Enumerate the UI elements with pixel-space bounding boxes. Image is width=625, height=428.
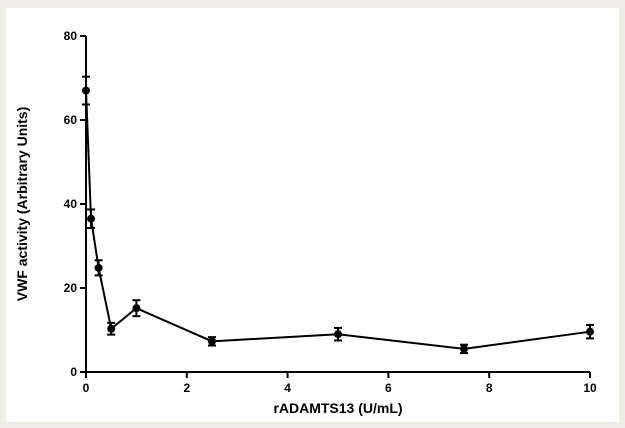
x-axis-title: rADAMTS13 (U/mL) bbox=[273, 400, 402, 416]
data-point bbox=[94, 263, 103, 272]
data-point bbox=[334, 330, 342, 339]
data-point bbox=[132, 304, 141, 313]
x-tick-label: 8 bbox=[486, 381, 493, 395]
data-point bbox=[107, 324, 116, 333]
data-point bbox=[460, 344, 468, 353]
y-tick-label: 40 bbox=[64, 197, 78, 211]
data-point bbox=[82, 86, 90, 95]
y-tick-label: 20 bbox=[64, 281, 78, 295]
axes: 0 20 40 60 80 0 2 4 6 8 10 bbox=[64, 29, 597, 395]
x-tick-label: 10 bbox=[583, 381, 597, 395]
data-point bbox=[87, 214, 96, 223]
figure-panel bbox=[6, 8, 619, 422]
y-axis-title: VWF activity (Arbitrary Units) bbox=[14, 107, 30, 301]
data-point bbox=[208, 337, 216, 346]
x-tick-label: 4 bbox=[284, 381, 291, 395]
y-tick-label: 0 bbox=[70, 365, 77, 379]
x-tick-label: 6 bbox=[385, 381, 392, 395]
y-tick-label: 80 bbox=[64, 29, 78, 43]
series-line bbox=[85, 90, 591, 350]
x-tick-label: 2 bbox=[183, 381, 190, 395]
data-point bbox=[586, 327, 594, 336]
data-series bbox=[82, 75, 594, 355]
x-tick-label: 0 bbox=[83, 381, 90, 395]
y-tick-label: 60 bbox=[64, 113, 78, 127]
